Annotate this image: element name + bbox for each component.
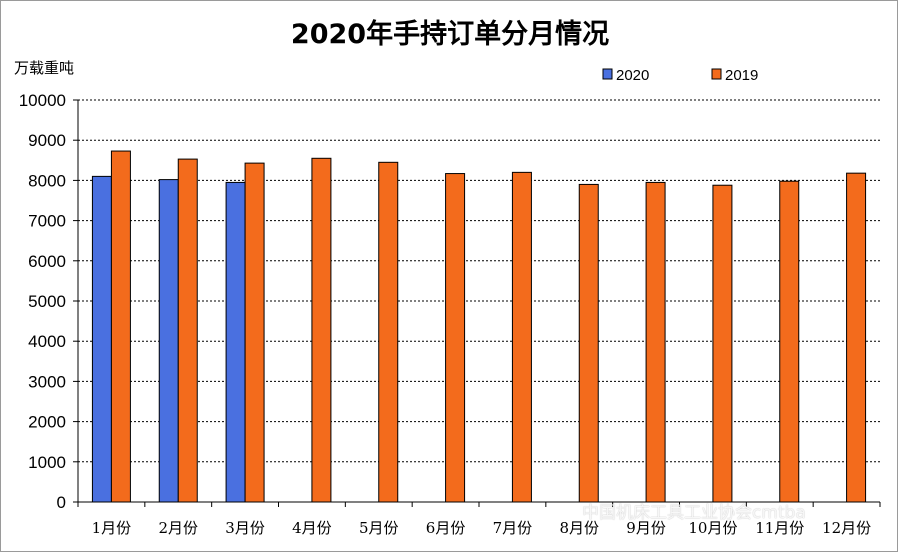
bar-2019-6: [445, 173, 466, 503]
bar-2020-1: [91, 175, 112, 503]
y-tick-label: 4000: [28, 332, 66, 351]
legend-label: 2020: [616, 67, 649, 84]
y-tick-label: 3000: [28, 372, 66, 391]
bar-2020-3: [225, 181, 246, 503]
bars: [91, 150, 867, 503]
bar-2019-8: [578, 183, 599, 503]
chart-title: 2020年手持订单分月情况: [290, 19, 610, 50]
legend-swatch: [711, 68, 722, 80]
y-tick-label: 7000: [28, 212, 66, 231]
bar-2019-12: [846, 172, 867, 503]
gridlines: [78, 99, 880, 463]
wechat-icon: [556, 504, 576, 520]
y-tick-label: 10000: [19, 91, 66, 110]
watermark-text: 中国机床工具工业协会cmtba: [582, 503, 806, 523]
bar-2019-11: [779, 180, 800, 503]
y-tick-label: 0: [57, 493, 66, 512]
y-tick-label: 9000: [28, 131, 66, 150]
bar-2019-3: [244, 162, 265, 503]
x-tick-label: 8月份: [559, 519, 599, 537]
y-tick-label: 6000: [28, 252, 66, 271]
bar-2020-2: [158, 179, 179, 503]
bar-2019-2: [177, 158, 198, 503]
bar-2019-5: [378, 161, 399, 503]
y-tick-label: 1000: [28, 453, 66, 472]
legend-label: 2019: [725, 67, 758, 84]
watermark: 中国机床工具工业协会cmtba: [556, 498, 806, 523]
x-tick-label: 1月份: [92, 519, 132, 537]
x-tick-label: 9月份: [626, 519, 666, 537]
bar-2019-7: [511, 171, 532, 503]
x-tick-label: 7月份: [493, 519, 533, 537]
y-tick-label: 5000: [28, 292, 66, 311]
y-axis-unit-label: 万载重吨: [14, 59, 75, 77]
y-axis-ticks: 0 1000 2000 3000 4000 5000 6000 7000 8000 9000 100…: [19, 91, 78, 512]
legend-swatch: [602, 68, 613, 80]
x-tick-label: 12月份: [822, 519, 871, 537]
x-tick-label: 4月份: [292, 519, 332, 537]
axes: [77, 100, 881, 507]
x-axis-labels: 1月份 2月份 3月份 4月份 5月份 6月份 7月份 8月份 9月份 10月份 11月份 12月份: [92, 519, 871, 537]
x-tick-label: 5月份: [359, 519, 399, 537]
legend: 2020 2019: [602, 67, 758, 84]
legend-item-2019: 2019: [711, 67, 758, 84]
x-tick-label: 2月份: [158, 519, 198, 537]
x-tick-label: 10月份: [688, 519, 737, 537]
bar-2019-10: [712, 184, 733, 503]
bar-2019-4: [311, 157, 332, 503]
y-tick-label: 2000: [28, 413, 66, 432]
bar-2019-9: [645, 181, 666, 503]
x-tick-label: 6月份: [426, 519, 466, 537]
x-tick-label: 11月份: [755, 519, 804, 537]
legend-item-2020: 2020: [602, 67, 649, 84]
x-tick-label: 3月份: [225, 519, 265, 537]
y-tick-label: 8000: [28, 171, 66, 190]
bar-2019-1: [110, 150, 131, 503]
